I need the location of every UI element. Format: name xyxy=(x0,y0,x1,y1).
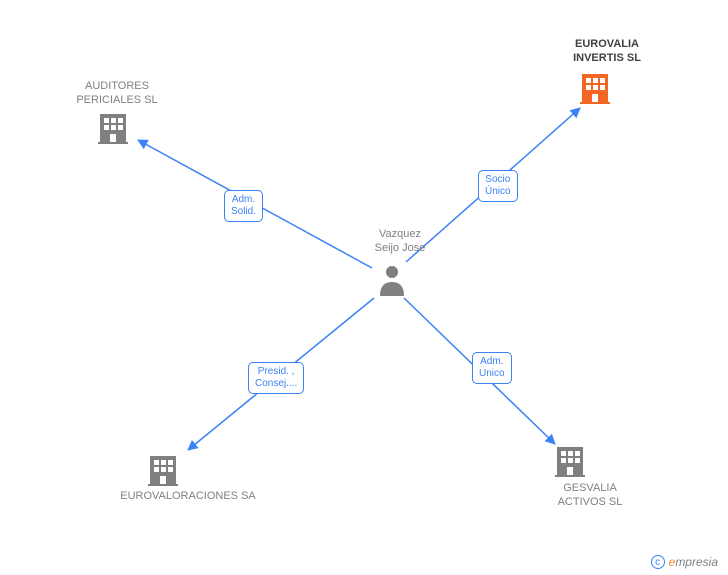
node-label-gesvalia: GESVALIA ACTIVOS SL xyxy=(540,482,640,510)
watermark-brand: empresia xyxy=(669,555,718,569)
building-icon-highlight xyxy=(580,72,610,104)
node-label-eurovalia: EUROVALIA INVERTIS SL xyxy=(552,38,662,66)
edge-label-eurovalia: Socio Único xyxy=(478,170,518,202)
person-icon xyxy=(378,264,406,296)
building-icon xyxy=(98,112,128,144)
edge-label-gesvalia: Adm. Unico xyxy=(472,352,512,384)
edge-label-eurovaloraciones: Presid. , Consej.... xyxy=(248,362,304,394)
building-icon xyxy=(148,454,178,486)
diagram-canvas: Vazquez Seijo Jose AUDITORES PERICIALES … xyxy=(0,0,728,575)
node-label-eurovaloraciones: EUROVALORACIONES SA xyxy=(108,490,268,504)
copyright-icon: c xyxy=(651,555,665,569)
center-person-label: Vazquez Seijo Jose xyxy=(360,228,440,256)
watermark: c empresia xyxy=(651,555,718,569)
edge-label-auditores: Adm. Solid. xyxy=(224,190,263,222)
node-label-auditores: AUDITORES PERICIALES SL xyxy=(62,80,172,108)
building-icon xyxy=(555,445,585,477)
